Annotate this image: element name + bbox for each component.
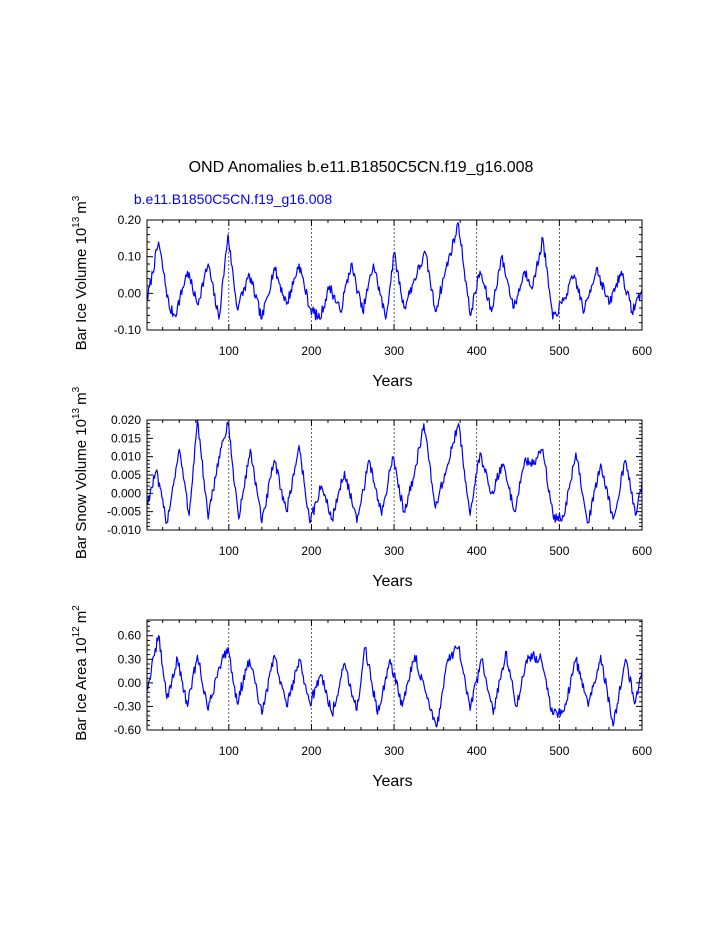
- x-axis-label: Years: [372, 373, 412, 390]
- x-tick-label: 300: [384, 344, 404, 358]
- x-tick-label: 200: [301, 744, 321, 758]
- figure-title: OND Anomalies b.e11.B1850C5CN.f19_g16.00…: [189, 159, 534, 176]
- y-tick-label: 0.20: [118, 213, 142, 227]
- y-tick-label: 0.00: [118, 286, 142, 300]
- x-tick-label: 500: [549, 744, 569, 758]
- series-line-1: [146, 222, 643, 321]
- y-tick-label: 0.30: [118, 652, 142, 666]
- x-tick-label: 400: [467, 344, 487, 358]
- x-tick-label: 400: [467, 744, 487, 758]
- x-tick-label: 200: [301, 344, 321, 358]
- chart-panel-3: 100 200 300 400 500 600 -0.60 -0.30 0.00 0.30 0.60…: [71, 605, 652, 790]
- y-axis-label: Bar Snow Volume 1013m3: [71, 386, 90, 559]
- x-tick-label: 100: [219, 544, 239, 558]
- series-line-2: [146, 419, 643, 524]
- x-tick-label: 600: [632, 344, 652, 358]
- x-tick-label: 600: [632, 544, 652, 558]
- x-tick-label: 200: [301, 544, 321, 558]
- x-axis-label: Years: [372, 773, 412, 790]
- y-tick-label: -0.30: [114, 699, 142, 713]
- panels: 100 200 300 400 500 600 -0.10 0.00 0.10 0.20 Years…: [71, 195, 652, 790]
- y-tick-label: 0.020: [111, 413, 141, 427]
- x-tick-label: 500: [549, 544, 569, 558]
- series-line-3: [146, 635, 643, 728]
- y-tick-label: 0.00: [118, 676, 142, 690]
- y-axis-label: Bar Ice Area 1012m2: [71, 605, 90, 741]
- x-tick-label: 300: [384, 544, 404, 558]
- y-tick-label: 0.10: [118, 250, 142, 264]
- chart-panel-1: 100 200 300 400 500 600 -0.10 0.00 0.10 0.20 Years…: [71, 195, 652, 390]
- y-tick-label: -0.010: [107, 523, 141, 537]
- y-tick-label: 0.60: [118, 629, 142, 643]
- x-tick-label: 500: [549, 344, 569, 358]
- y-tick-label: -0.005: [107, 505, 141, 519]
- y-tick-label: -0.60: [114, 723, 142, 737]
- y-tick-label: 0.015: [111, 431, 141, 445]
- x-tick-label: 300: [384, 744, 404, 758]
- y-tick-label: 0.010: [111, 450, 141, 464]
- y-tick-label: 0.000: [111, 486, 141, 500]
- chart-panel-2: 100 200 300 400 500 600 -0.010 -0.005 0.000 0.005…: [71, 386, 652, 590]
- y-tick-label: 0.005: [111, 468, 141, 482]
- y-axis-label: Bar Ice Volume 1013m3: [71, 195, 90, 350]
- x-axis-label: Years: [372, 573, 412, 590]
- plot-frame: [146, 419, 643, 531]
- x-tick-label: 400: [467, 544, 487, 558]
- figure-subtitle: b.e11.B1850C5CN.f19_g16.008: [134, 191, 332, 207]
- x-tick-label: 100: [219, 744, 239, 758]
- x-tick-label: 100: [219, 344, 239, 358]
- y-tick-label: -0.10: [114, 323, 142, 337]
- plot-frame: [146, 219, 643, 331]
- x-tick-label: 600: [632, 744, 652, 758]
